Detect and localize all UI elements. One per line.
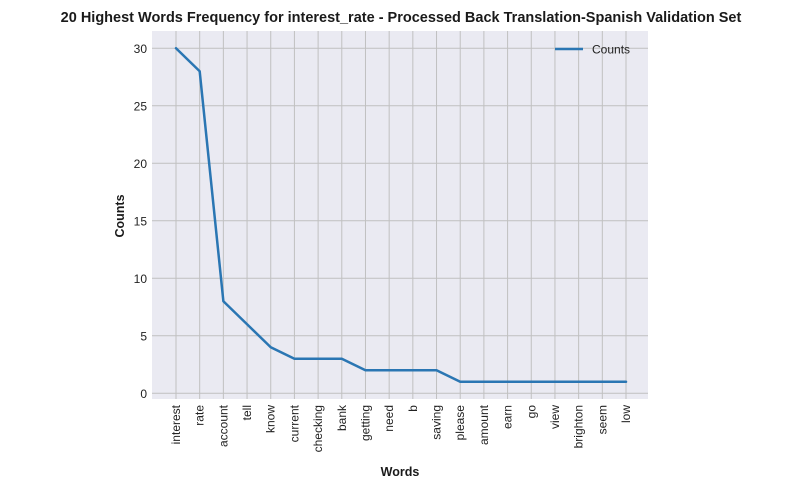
x-tick-labels: interest rate account tell know current checki… [169,404,633,452]
chart-title: 20 Highest Words Frequency for interest_… [61,10,742,26]
legend: Counts [555,43,630,57]
x-tick-label: checking [311,405,325,452]
x-tick-label: getting [358,405,372,441]
x-tick-label: earn [501,405,515,429]
y-tick-label: 20 [134,157,148,171]
x-tick-label: low [619,405,633,423]
y-tick-label: 30 [134,42,148,56]
x-tick-label: current [287,404,301,442]
x-tick-label: rate [193,405,207,426]
x-tick-label: b [406,405,420,412]
x-tick-label: amount [477,404,491,445]
x-tick-label: brighton [572,405,586,448]
series-layer [174,47,628,383]
x-axis-label: Words [381,465,420,479]
legend-label: Counts [592,43,630,57]
x-tick-label: view [548,405,562,429]
y-gridlines [152,47,648,394]
x-tick-label: go [524,405,538,419]
y-tick-label: 0 [140,387,147,401]
x-gridlines [175,31,627,399]
x-tick-label: saving [430,405,444,440]
x-tick-label: interest [169,404,183,444]
y-tick-labels: 0 5 10 15 20 25 30 [134,42,148,401]
x-tick-label: seem [595,405,609,434]
y-tick-label: 5 [140,329,147,343]
x-tick-label: please [453,405,467,441]
x-tick-label: bank [335,404,349,431]
x-tick-label: account [216,404,230,447]
y-tick-label: 15 [134,214,148,228]
x-tick-label: know [264,405,278,433]
x-tick-label: need [382,405,396,432]
y-tick-label: 25 [134,99,148,113]
series-line-counts [174,47,628,383]
y-axis-label: Counts [113,194,127,237]
plot-area [152,31,648,399]
x-tick-label: tell [240,405,254,420]
y-tick-label: 10 [134,272,148,286]
